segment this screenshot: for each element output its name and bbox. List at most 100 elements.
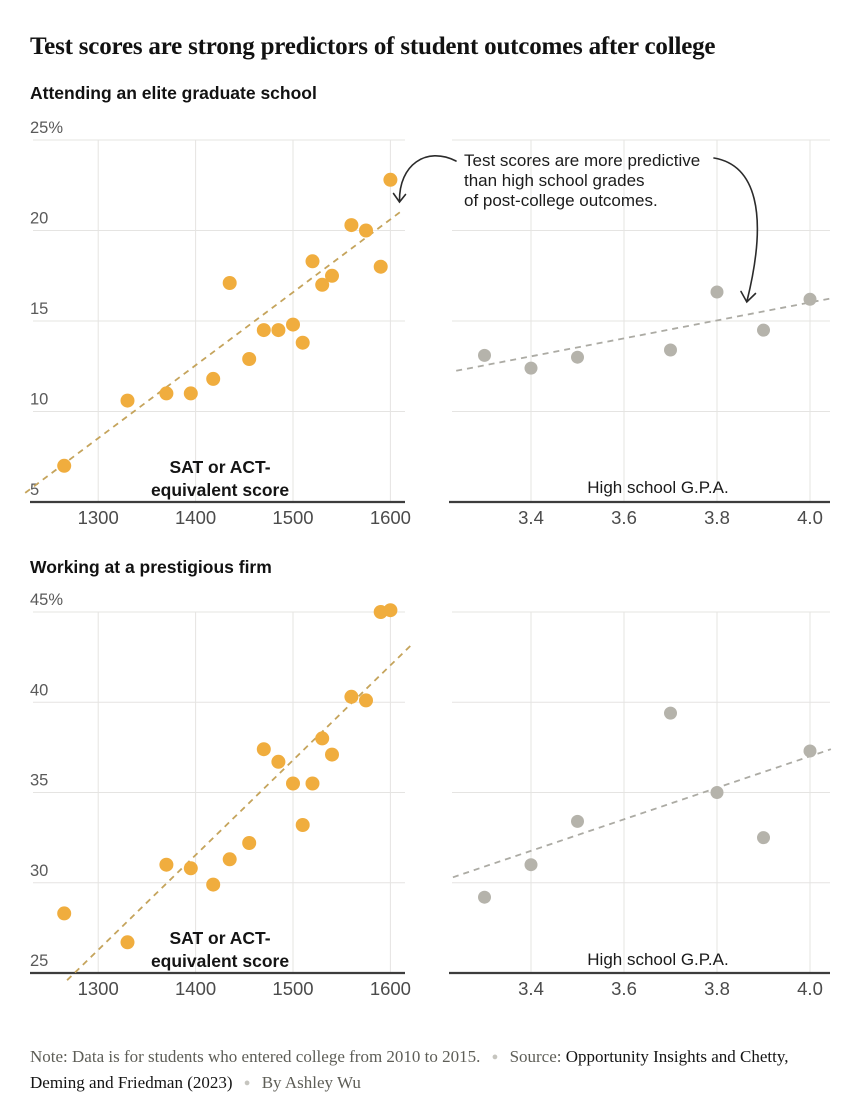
data-point (206, 371, 221, 386)
y-tick-label: 20 (30, 210, 48, 228)
data-point (757, 323, 770, 337)
y-tick-label: 25 (30, 952, 48, 970)
data-point (286, 317, 300, 332)
source-text: Opportunity Insights and Chetty, Deming … (30, 1047, 789, 1092)
section-heading-grad-school: Attending an elite graduate school (30, 83, 317, 103)
data-point (286, 776, 300, 791)
data-point (256, 323, 271, 338)
annotation-line: Test scores are more predictive (464, 151, 701, 170)
data-point (571, 814, 584, 828)
data-point (664, 343, 677, 357)
data-point (359, 223, 373, 238)
x-tick-label: 3.8 (704, 507, 730, 528)
annotation-line: of post-college outcomes. (464, 191, 658, 210)
axis-inner-label: High school G.P.A. (587, 478, 728, 497)
footer-note: Note: Data is for students who entered c… (30, 1044, 825, 1096)
note-text: Note: Data is for students who entered c… (30, 1047, 481, 1066)
x-tick-label: 1400 (175, 978, 216, 999)
data-point (120, 393, 135, 408)
byline-text: By Ashley Wu (261, 1073, 361, 1092)
x-tick-label: 3.8 (704, 978, 730, 999)
x-tick-label: 1500 (272, 507, 313, 528)
axis-inner-label: SAT or ACT- (169, 457, 270, 477)
data-point (242, 836, 257, 850)
data-point (803, 292, 817, 306)
y-tick-label: 30 (30, 862, 48, 880)
trend-line (24, 209, 403, 494)
trend-line (452, 748, 832, 879)
data-point (325, 268, 339, 283)
data-point (344, 689, 359, 704)
annotation-line: than high school grades (464, 171, 645, 190)
data-point (571, 350, 584, 364)
data-point (206, 877, 221, 892)
x-tick-label: 3.4 (518, 978, 544, 999)
data-point (183, 861, 198, 876)
arrowhead (392, 192, 407, 204)
data-point (271, 323, 286, 338)
arrow-to-gpa-chart (713, 157, 759, 302)
data-point (325, 747, 339, 762)
x-tick-label: 1400 (175, 507, 216, 528)
data-point (120, 935, 135, 950)
data-point (664, 706, 677, 720)
data-point (295, 335, 310, 350)
x-tick-label: 3.6 (611, 978, 637, 999)
y-tick-label: 35 (30, 772, 48, 790)
data-point (295, 818, 310, 832)
x-tick-label: 3.6 (611, 507, 637, 528)
data-point (373, 259, 388, 274)
chart-grad-sat: 5 10 15 20 25% 1300 1400 1500 1600 SAT or ACT-equ… (24, 119, 411, 528)
data-point (222, 276, 237, 290)
data-point (478, 348, 491, 362)
data-point (57, 906, 72, 921)
y-tick-label: 25% (30, 119, 63, 137)
x-tick-label: 4.0 (797, 978, 823, 999)
data-point (383, 603, 398, 618)
dot-separator-icon: ● (491, 1051, 499, 1063)
data-point (256, 742, 271, 757)
x-tick-label: 4.0 (797, 507, 823, 528)
dot-separator-icon: ● (243, 1077, 251, 1089)
data-point (524, 858, 538, 872)
data-point (344, 218, 359, 233)
data-point (305, 254, 320, 269)
arrowhead (740, 290, 757, 304)
data-point (57, 458, 72, 473)
data-point (305, 776, 320, 791)
axis-inner-label: equivalent score (151, 480, 289, 500)
arrow-to-sat-chart (398, 155, 457, 202)
data-point (315, 731, 330, 746)
data-point (159, 857, 174, 872)
annotation-arrows (392, 155, 759, 304)
page-title: Test scores are strong predictors of stu… (30, 32, 716, 60)
data-point (710, 786, 724, 799)
x-tick-label: 1600 (370, 507, 411, 528)
y-tick-label: 40 (30, 681, 48, 699)
data-point (478, 890, 491, 904)
chart-firm-gpa: 3.4 3.6 3.8 4.0 High school G.P.A. (449, 611, 832, 999)
data-point (803, 744, 817, 758)
data-point (222, 852, 237, 867)
axis-inner-label: High school G.P.A. (587, 950, 728, 969)
trend-line (456, 297, 832, 372)
chart-grad-gpa: 3.4 3.6 3.8 4.0 High school G.P.A. (449, 139, 832, 528)
x-tick-label: 1600 (370, 978, 411, 999)
y-tick-label: 10 (30, 391, 48, 409)
y-tick-label: 15 (30, 300, 48, 318)
data-point (242, 352, 257, 366)
data-point (315, 277, 330, 292)
data-point (757, 831, 770, 845)
data-point (359, 693, 373, 708)
chart-firm-sat: 25 30 35 40 45% 1300 1400 1500 1600 SAT or ACT-eq… (30, 591, 413, 999)
x-tick-label: 1500 (272, 978, 313, 999)
data-point (383, 172, 398, 187)
axis-inner-label: equivalent score (151, 951, 289, 971)
x-tick-label: 1300 (78, 507, 119, 528)
axis-inner-label: SAT or ACT- (169, 928, 270, 948)
y-tick-label: 45% (30, 591, 63, 609)
source-label: Source: (509, 1047, 566, 1066)
x-tick-label: 3.4 (518, 507, 544, 528)
